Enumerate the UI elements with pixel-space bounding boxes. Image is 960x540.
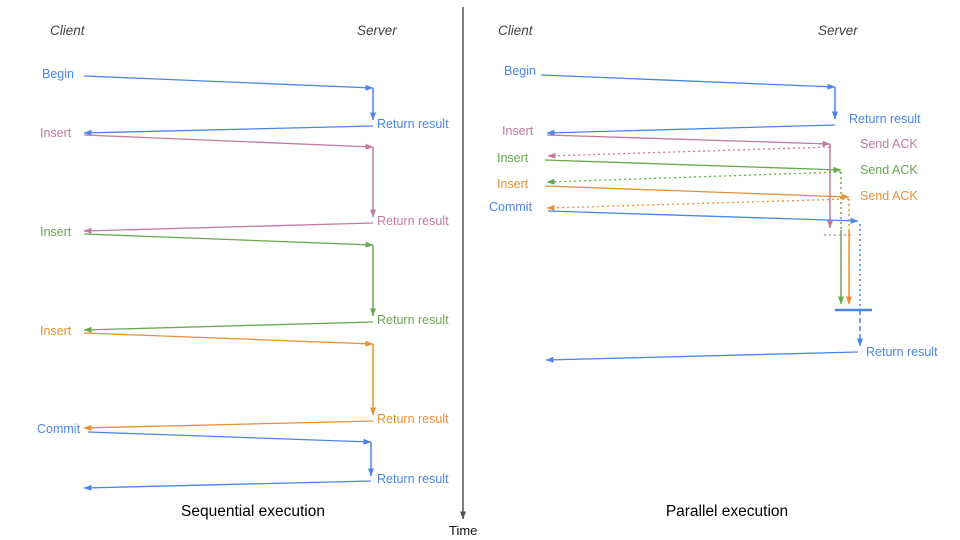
arrow-line bbox=[83, 222, 374, 234]
seq-title: Sequential execution bbox=[181, 503, 325, 520]
arrow-line bbox=[546, 171, 842, 185]
seq-insert-label-3: Insert bbox=[40, 324, 72, 338]
seq-client-header: Client bbox=[50, 23, 85, 38]
arrow-line bbox=[547, 146, 831, 159]
seq-return-label-5: Return result bbox=[377, 472, 449, 486]
arrow-line bbox=[540, 74, 836, 90]
par-insert-label-3: Insert bbox=[497, 177, 529, 191]
arrow-line bbox=[546, 124, 836, 136]
arrow-line bbox=[545, 351, 859, 363]
par-insert-label-1: Insert bbox=[502, 124, 534, 138]
arrow-line bbox=[83, 125, 374, 136]
par-ack-label-3: Send ACK bbox=[860, 189, 918, 203]
par-client-header: Client bbox=[498, 23, 533, 38]
arrow-line bbox=[83, 134, 374, 150]
par-commit-label: Commit bbox=[489, 200, 533, 214]
seq-insert-label-2: Insert bbox=[40, 225, 72, 239]
arrow-line bbox=[83, 75, 374, 91]
arrow-line bbox=[83, 480, 372, 491]
seq-return-label-3: Return result bbox=[377, 313, 449, 327]
time-axis-label: Time bbox=[449, 523, 478, 538]
arrow-line bbox=[547, 210, 859, 224]
par-begin-label: Begin bbox=[504, 64, 536, 78]
seq-server-header: Server bbox=[357, 23, 397, 38]
seq-return-label-2: Return result bbox=[377, 214, 449, 228]
arrow-line bbox=[546, 134, 831, 147]
arrow-line bbox=[544, 159, 842, 173]
arrow-line bbox=[83, 420, 374, 431]
seq-return-label-4: Return result bbox=[377, 412, 449, 426]
seq-insert-label-1: Insert bbox=[40, 126, 72, 140]
seq-return-label-1: Return result bbox=[377, 117, 449, 131]
arrow-line bbox=[83, 332, 374, 347]
seq-commit-label: Commit bbox=[37, 422, 81, 436]
arrow-line bbox=[546, 198, 850, 211]
arrow-line bbox=[83, 233, 374, 248]
par-return-label-bot: Return result bbox=[866, 345, 938, 359]
par-server-header: Server bbox=[818, 23, 858, 38]
par-return-label-top: Return result bbox=[849, 112, 921, 126]
par-title: Parallel execution bbox=[665, 503, 789, 520]
arrow-line bbox=[544, 185, 850, 200]
arrow-line bbox=[83, 321, 374, 333]
par-ack-label-2: Send ACK bbox=[860, 163, 918, 177]
arrow-line bbox=[87, 431, 372, 445]
seq-begin-label: Begin bbox=[42, 67, 74, 81]
par-insert-label-2: Insert bbox=[497, 151, 529, 165]
par-ack-label-1: Send ACK bbox=[860, 137, 918, 151]
